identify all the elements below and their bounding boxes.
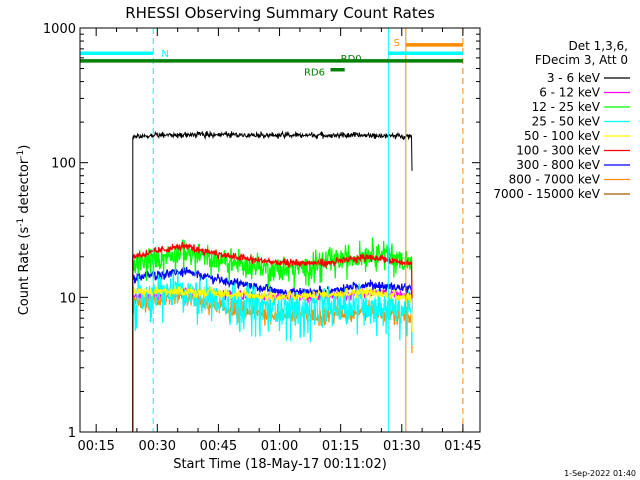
y-axis-label-main: Count Rate (s [17,227,32,316]
flag-label-rd0: RD0 [341,54,362,65]
x-tick-label: 00:45 [200,439,237,454]
series-line-100-300kev [132,241,413,432]
y-tick-label: 10 [59,291,76,306]
legend-label: 25 - 50 keV [532,115,601,129]
series-line-12-25kev [132,237,413,432]
legend-label: 800 - 7000 keV [509,173,601,187]
series-line-3-6kev [132,130,413,432]
y-axis-label-sup1: -1 [16,218,26,227]
flag-label-s: S [394,38,400,49]
axis-layer: 1 10 100 1000 00:15 00:30 00:45 01:00 01:15 01:30… [43,22,482,454]
plot-frame [79,27,481,433]
y-axis-label: Count Rate (s-1 detector-1) [16,145,32,316]
legend-label: 7000 - 15000 keV [493,187,600,201]
legend-label: 6 - 12 keV [539,86,601,100]
chart-title: RHESSI Observing Summary Count Rates [125,4,435,22]
flag-label-rd6: RD6 [304,68,325,79]
legend-label: 3 - 6 keV [547,71,601,85]
x-tick-label: 00:15 [77,439,114,454]
x-tick-label: 01:15 [322,439,359,454]
series-line-800-7000kev [132,287,413,432]
x-tick-label: 01:45 [444,439,481,454]
x-tick-label: 01:30 [383,439,420,454]
y-tick-label: 1000 [43,22,76,37]
flag-label-n: N [161,49,168,60]
series-line-50-100kev [132,284,413,432]
x-tick-label: 00:30 [139,439,176,454]
overlay-layer: N S RD0 RD6 [79,28,464,432]
y-axis-label-end: ) [17,145,32,150]
legend-label: 50 - 100 keV [524,129,601,143]
legend-label: 100 - 300 keV [516,144,600,158]
x-tick-label: 01:00 [261,439,298,454]
y-axis-label-sup2: -1 [16,150,26,159]
legend-label: 12 - 25 keV [532,100,601,114]
series-layer [132,130,413,432]
series-line-300-800kev [132,266,413,432]
legend-label: 300 - 800 keV [516,158,600,172]
footer-timestamp: 1-Sep-2022 01:40 [564,469,636,478]
legend-header-line1: Det 1,3,6, [569,39,629,53]
y-tick-label: 1 [68,426,76,441]
legend-header-line2: FDecim 3, Att 0 [535,53,628,67]
y-axis-label-mid: detector [17,158,32,218]
x-axis-label: Start Time (18-May-17 00:11:02) [173,457,387,472]
y-tick-label: 100 [51,157,76,172]
